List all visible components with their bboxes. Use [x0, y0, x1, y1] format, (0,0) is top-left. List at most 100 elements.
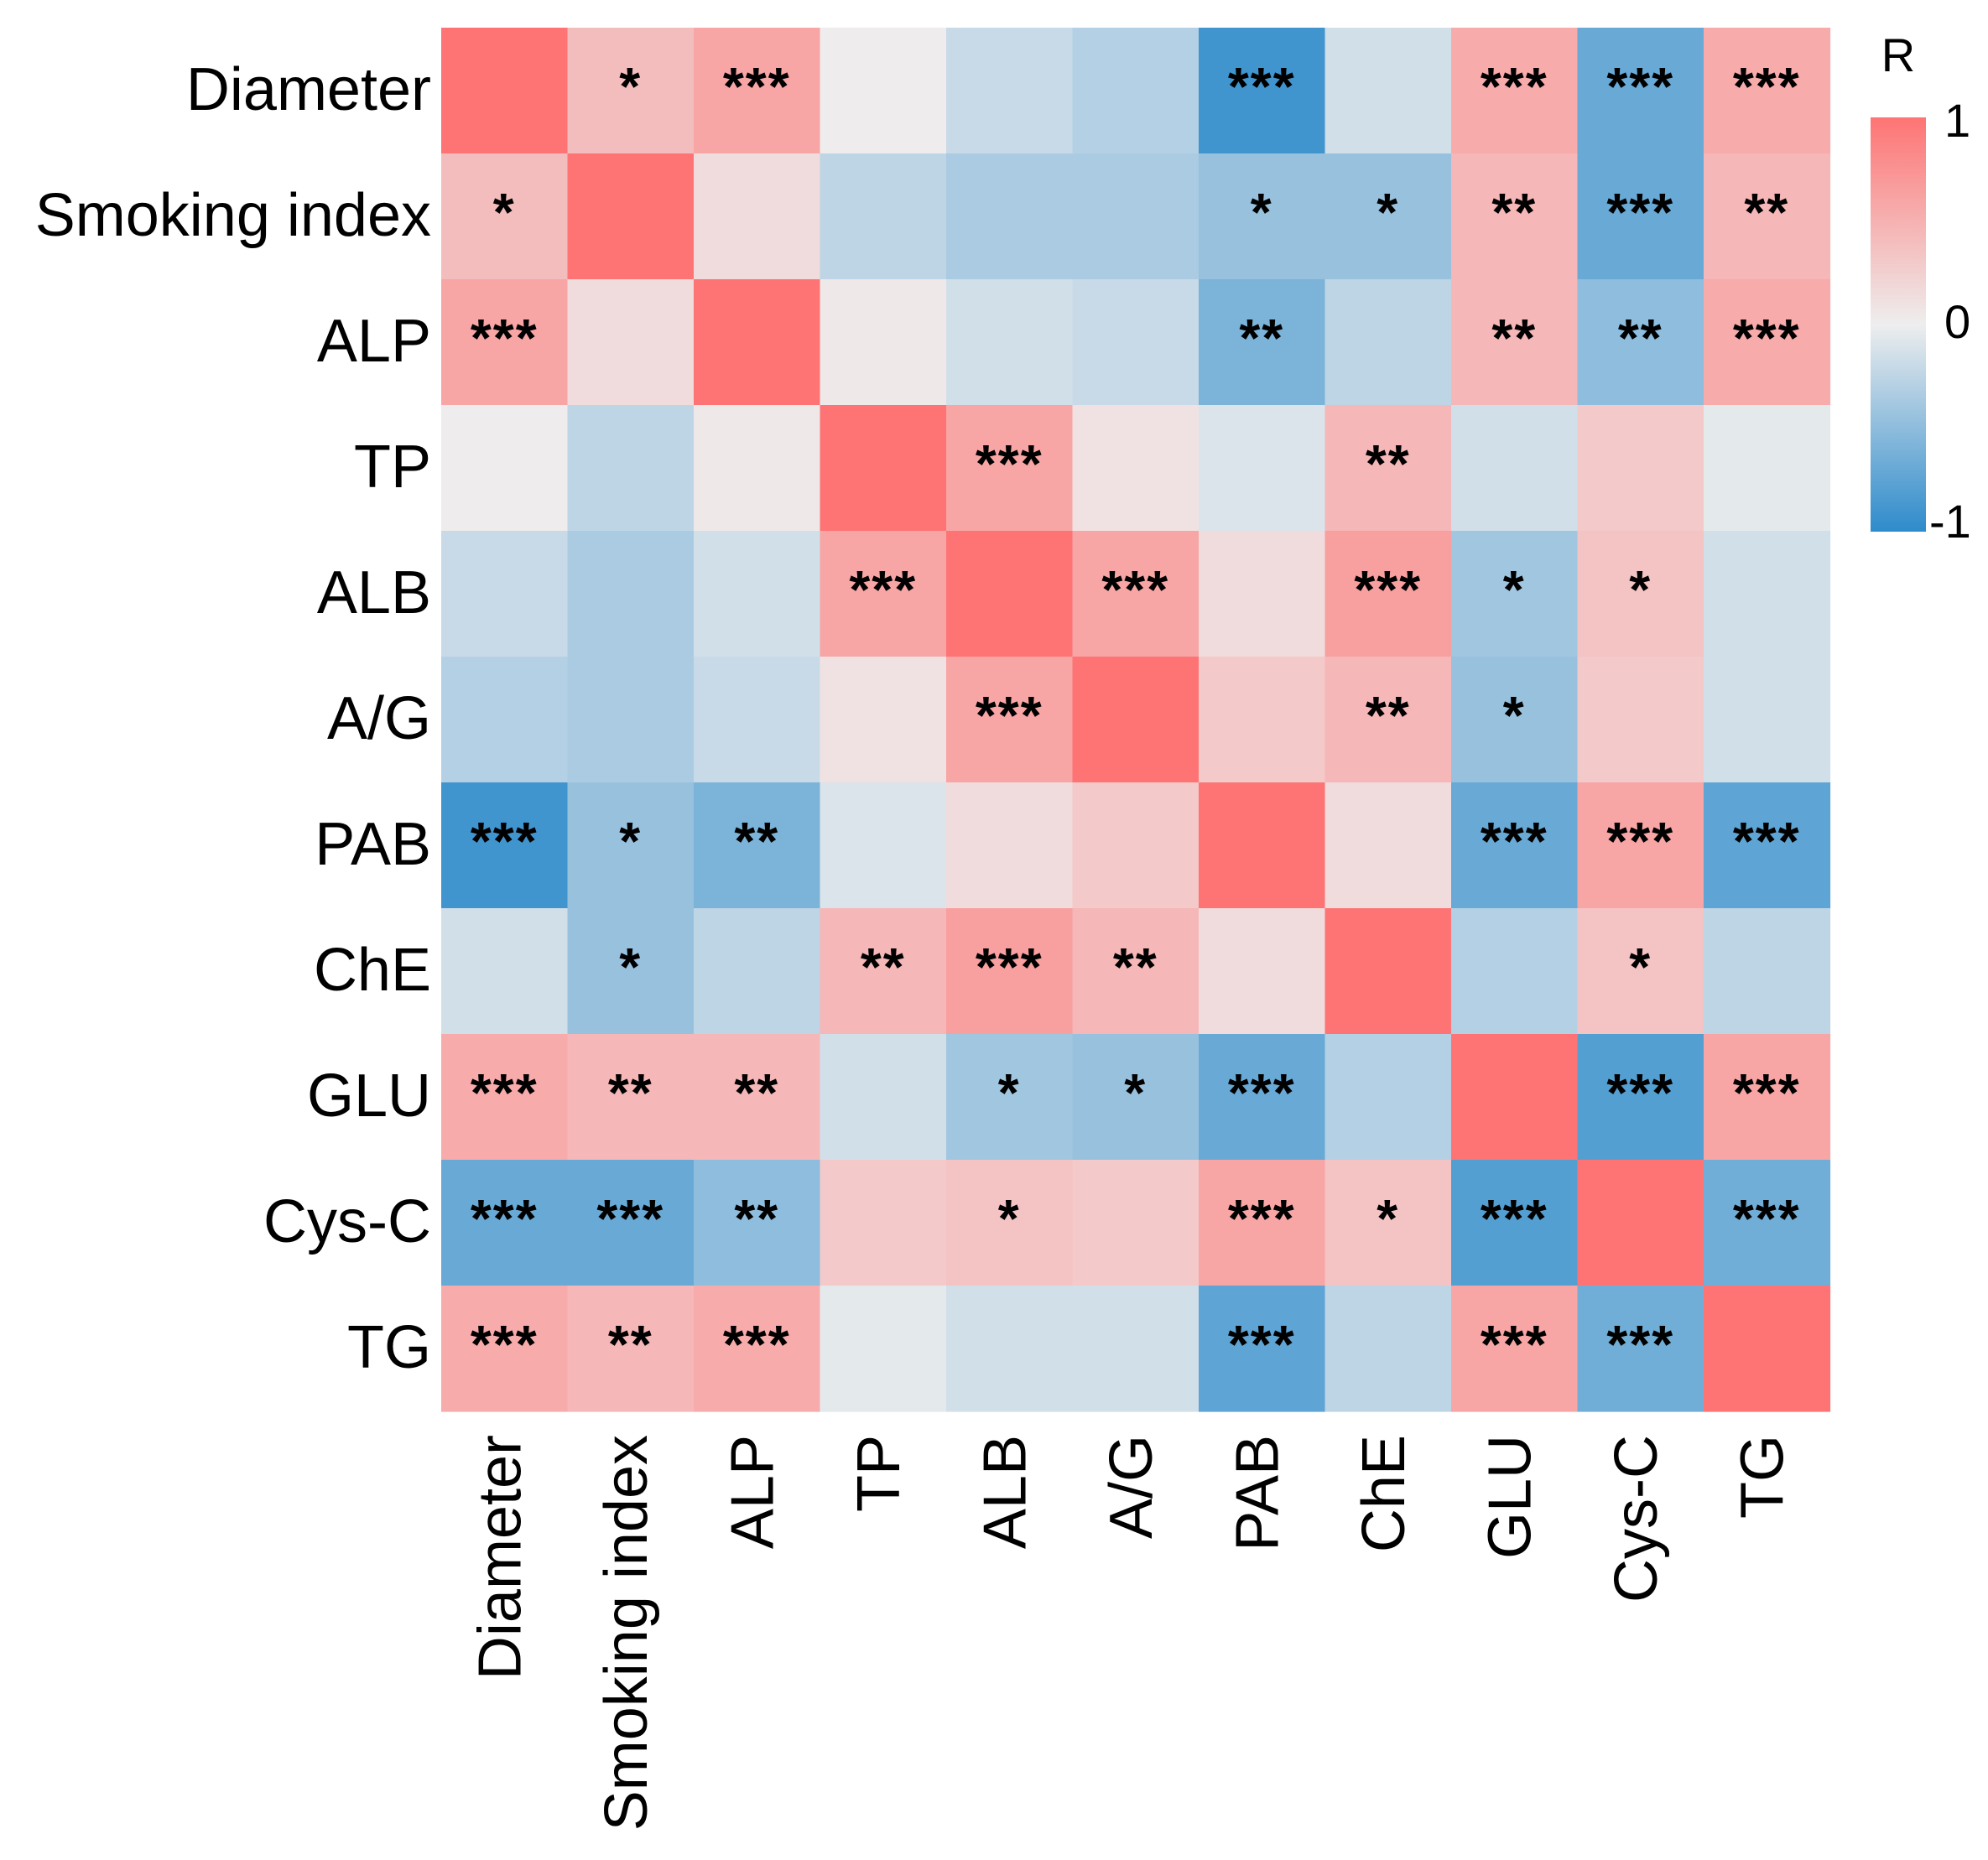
significance-marker: ***	[1733, 1062, 1801, 1123]
significance-marker: *	[493, 182, 516, 242]
significance-marker: ***	[1481, 1188, 1548, 1249]
row-label: TG	[347, 1314, 431, 1381]
significance-marker: *	[1377, 1188, 1399, 1249]
significance-marker: *	[1503, 559, 1526, 620]
heatmap-cell	[441, 1286, 569, 1412]
column-label: A/G	[1098, 1435, 1165, 1539]
heatmap-cell	[1199, 28, 1326, 154]
significance-marker: ***	[1481, 56, 1548, 117]
heatmap-cell	[1324, 657, 1452, 783]
heatmap-cell	[1072, 153, 1200, 280]
heatmap-cell	[820, 1034, 947, 1161]
heatmap-cell	[946, 1286, 1074, 1412]
heatmap-cell	[694, 531, 821, 657]
heatmap-cell	[1704, 405, 1831, 532]
legend-tick-min: -1	[1929, 495, 1971, 548]
significance-marker: ***	[1481, 811, 1548, 871]
heatmap-cell	[1704, 28, 1831, 154]
heatmap-cell	[1072, 782, 1200, 909]
heatmap-cell	[946, 782, 1074, 909]
row-label: Diameter	[186, 56, 431, 123]
significance-marker: *	[619, 56, 642, 117]
heatmap-cell	[567, 908, 695, 1035]
heatmap-cell	[567, 782, 695, 909]
heatmap-cell	[567, 657, 695, 783]
heatmap-cell	[1199, 405, 1326, 532]
heatmap-cell	[820, 1160, 947, 1286]
heatmap-cell	[567, 531, 695, 657]
heatmap-cell	[946, 405, 1074, 532]
significance-marker: ***	[723, 1314, 791, 1374]
significance-marker: ***	[976, 434, 1043, 494]
column-label: TP	[846, 1435, 913, 1512]
column-label: ALB	[971, 1435, 1038, 1549]
heatmap-cell	[1072, 405, 1200, 532]
significance-marker: **	[1491, 308, 1537, 368]
heatmap-cell	[1199, 1160, 1326, 1286]
significance-marker: *	[1251, 182, 1273, 242]
heatmap-cell	[1072, 908, 1200, 1035]
column-label: Diameter	[466, 1435, 533, 1680]
heatmap-cell	[820, 28, 947, 154]
column-label: TG	[1729, 1435, 1796, 1519]
heatmap-cell	[694, 657, 821, 783]
heatmap-cell	[946, 908, 1074, 1035]
heatmap-cell	[820, 908, 947, 1035]
heatmap-cell	[1577, 405, 1704, 532]
heatmap-cell	[946, 279, 1074, 406]
heatmap-cell	[694, 28, 821, 154]
heatmap-cell	[567, 279, 695, 406]
significance-marker: ***	[1733, 308, 1801, 368]
heatmap-cell	[1324, 782, 1452, 909]
heatmap-cell	[441, 531, 569, 657]
heatmap-cell	[1704, 1160, 1831, 1286]
heatmap-cell	[1704, 1286, 1831, 1412]
heatmap-cell	[567, 28, 695, 154]
heatmap-cell	[946, 28, 1074, 154]
heatmap-cell	[1199, 657, 1326, 783]
heatmap-cell	[1577, 28, 1704, 154]
heatmap-cell	[1199, 153, 1326, 280]
row-label: GLU	[307, 1062, 431, 1130]
heatmap-cell	[1324, 1286, 1452, 1412]
heatmap-cell	[441, 657, 569, 783]
heatmap-cell	[1324, 405, 1452, 532]
significance-marker: ***	[1606, 182, 1674, 242]
heatmap-cell	[1324, 28, 1452, 154]
significance-marker: **	[861, 937, 906, 997]
row-label: TP	[354, 434, 431, 501]
heatmap-cell	[567, 1034, 695, 1161]
column-label: ALP	[719, 1435, 786, 1549]
significance-marker: **	[1618, 308, 1663, 368]
heatmap-cell	[567, 153, 695, 280]
heatmap-cell	[694, 908, 821, 1035]
heatmap-cell	[1704, 279, 1831, 406]
heatmap-cell	[1199, 1286, 1326, 1412]
legend-tick-max: 1	[1944, 94, 1970, 147]
significance-marker: *	[1503, 685, 1526, 746]
significance-marker: ***	[471, 1188, 539, 1249]
row-label: A/G	[327, 685, 431, 752]
row-label: PAB	[315, 811, 431, 878]
row-label: ChE	[314, 937, 431, 1004]
significance-marker: ***	[1228, 1314, 1296, 1374]
heatmap-cell	[1451, 279, 1579, 406]
significance-marker: ***	[1606, 1062, 1674, 1123]
significance-marker: ***	[471, 1314, 539, 1374]
heatmap-cell	[441, 279, 569, 406]
significance-marker: ***	[1733, 56, 1801, 117]
significance-marker: ***	[1606, 1314, 1674, 1374]
row-label: Smoking index	[35, 182, 431, 249]
significance-marker: **	[608, 1062, 653, 1123]
heatmap-cell	[1199, 279, 1326, 406]
column-label: ChE	[1350, 1435, 1418, 1552]
significance-markers: * *** *** *** *** **** * * ** *** ***** ** ** ** *****…	[471, 56, 1801, 1374]
significance-marker: ***	[1101, 559, 1169, 620]
heatmap-cell	[1199, 782, 1326, 909]
significance-marker: **	[1239, 308, 1284, 368]
heatmap-cell	[1199, 908, 1326, 1035]
heatmap-cell	[441, 908, 569, 1035]
heatmap-cell	[1577, 782, 1704, 909]
significance-marker: **	[734, 1188, 779, 1249]
legend-tick-mid: 0	[1944, 295, 1970, 348]
